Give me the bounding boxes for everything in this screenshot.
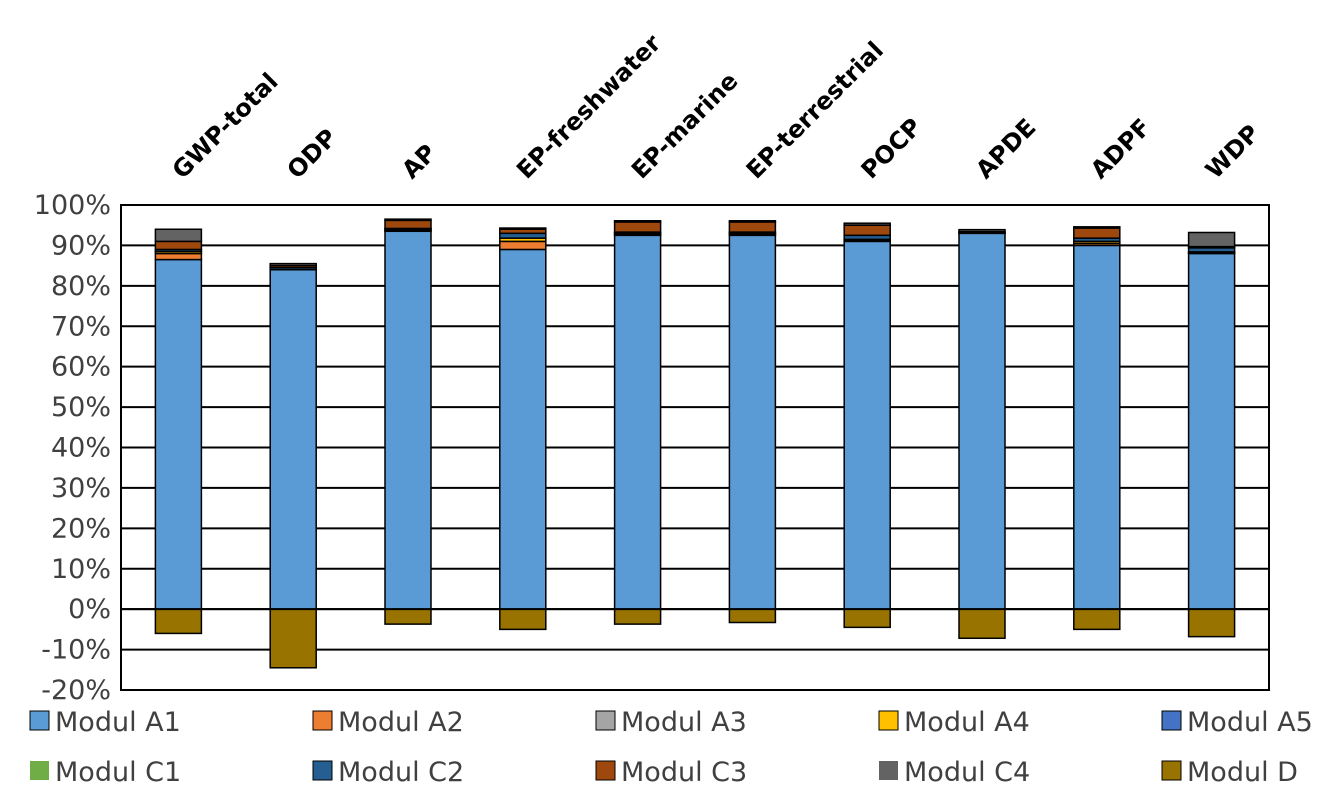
bar-segment: [499, 227, 547, 231]
bar-segment: [1073, 608, 1121, 631]
bar-segment: [1073, 227, 1121, 239]
category-label: GWP-total: [167, 67, 284, 184]
bar-segment: [269, 268, 317, 610]
bar-segment: [154, 228, 203, 243]
y-tick-label: 90%: [51, 230, 111, 261]
bar-segment: [958, 228, 1006, 233]
bar-segment: [499, 608, 547, 631]
bar-segment: [613, 221, 662, 233]
legend-label: Modul A3: [621, 707, 747, 738]
bar-segment: [728, 608, 777, 624]
y-tick-label: 30%: [51, 473, 111, 504]
plot-border: [120, 204, 1270, 691]
y-tick-label: 0%: [68, 594, 111, 625]
category-label: ADPF: [1085, 113, 1156, 184]
bar-segment: [728, 221, 777, 233]
legend-swatch: [312, 760, 333, 781]
y-tick-label: 20%: [51, 513, 111, 544]
bar-segment: [154, 240, 203, 251]
bar-segment: [958, 232, 1006, 610]
bar-segment: [269, 608, 317, 669]
legend-label: Modul A4: [904, 707, 1030, 738]
bar-segment: [154, 252, 203, 261]
y-tick-label: 50%: [51, 392, 111, 423]
bar-segment: [613, 220, 662, 223]
legend-label: Modul A2: [338, 707, 464, 738]
bar-segment: [499, 248, 547, 610]
bar-segment: [154, 608, 203, 635]
legend-swatch: [595, 760, 616, 781]
bar-segment: [843, 224, 891, 237]
y-tick-label: -10%: [41, 635, 111, 666]
bar-segment: [843, 240, 891, 610]
legend-swatch: [312, 710, 333, 731]
bar-segment: [384, 219, 432, 230]
legend-swatch: [1161, 760, 1182, 781]
bar-segment: [613, 608, 662, 625]
category-label: EP-marine: [626, 67, 743, 184]
category-label: ODP: [282, 123, 343, 184]
bar-segment: [958, 608, 1006, 640]
category-label: APDE: [970, 113, 1041, 184]
category-label: POCP: [856, 113, 928, 185]
legend-swatch: [1161, 710, 1182, 731]
bar-segment: [384, 218, 432, 222]
bar-segment: [1073, 226, 1121, 229]
legend-swatch: [29, 710, 50, 731]
bar-segment: [1073, 244, 1121, 610]
bar-segment: [384, 608, 432, 625]
legend-label: Modul C1: [55, 757, 181, 785]
legend-swatch: [595, 710, 616, 731]
bar-segment: [613, 234, 662, 610]
y-tick-label: -20%: [41, 675, 111, 706]
bar-segment: [728, 234, 777, 610]
bar-segment: [269, 262, 317, 267]
bar-segment: [154, 258, 203, 610]
y-tick-label: 100%: [34, 190, 111, 221]
legend-swatch: [30, 761, 49, 780]
category-label: WDP: [1200, 119, 1265, 184]
y-tick-label: 80%: [51, 271, 111, 302]
bar-segment: [1187, 252, 1236, 610]
bar-segment: [384, 230, 432, 610]
category-label: AP: [396, 139, 441, 184]
bar-segment: [843, 222, 891, 226]
legend-label: Modul C4: [904, 757, 1030, 785]
bar-segment: [499, 240, 547, 251]
bar-segment: [728, 220, 777, 223]
legend-label: Modul D: [1187, 757, 1298, 785]
y-tick-label: 40%: [51, 433, 111, 464]
bar-segment: [1187, 608, 1236, 638]
legend-label: Modul A1: [55, 707, 181, 738]
legend-label: Modul A5: [1187, 707, 1313, 738]
legend-swatch: [879, 761, 898, 780]
y-tick-label: 60%: [51, 352, 111, 383]
legend-swatch: [878, 710, 899, 731]
y-tick-label: 70%: [51, 311, 111, 342]
legend-label: Modul C2: [338, 757, 464, 785]
y-tick-label: 10%: [51, 554, 111, 585]
bar-segment: [843, 608, 891, 629]
legend-label: Modul C3: [621, 757, 747, 785]
bar-segment: [1187, 231, 1236, 248]
